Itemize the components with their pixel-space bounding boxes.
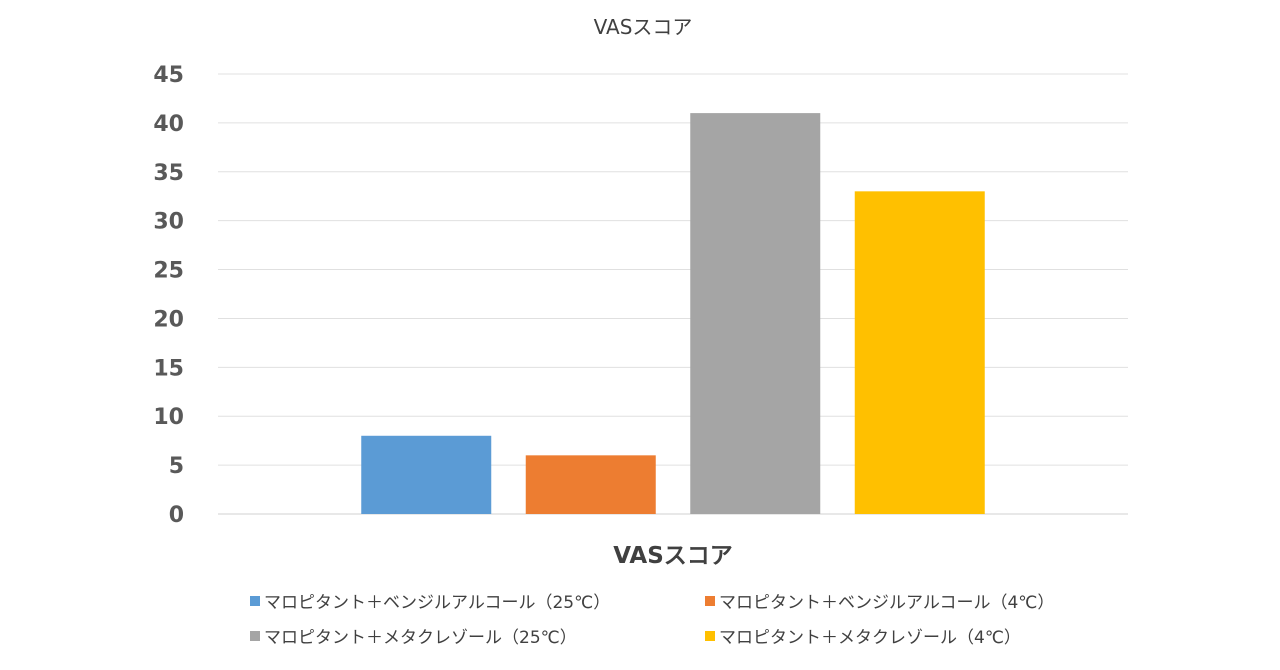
y-tick-label: 30 xyxy=(153,210,184,235)
legend-label: マロピタント＋メタクレゾール（25℃） xyxy=(264,628,577,648)
bar xyxy=(854,191,985,515)
legend-item: マロピタント＋メタクレゾール（4℃） xyxy=(705,623,1150,648)
y-tick-label: 10 xyxy=(153,405,184,430)
legend-item: マロピタント＋ベンジルアルコール（4℃） xyxy=(705,588,1150,613)
y-tick-label: 5 xyxy=(169,454,184,479)
legend-swatch xyxy=(705,630,715,641)
legend-label: マロピタント＋メタクレゾール（4℃） xyxy=(719,628,1021,648)
legend-label: マロピタント＋ベンジルアルコール（4℃） xyxy=(719,593,1055,613)
y-tick-label: 40 xyxy=(153,112,184,137)
bar xyxy=(690,113,821,514)
legend-swatch xyxy=(705,595,715,606)
bar xyxy=(361,435,492,514)
x-axis-label: VASスコア xyxy=(613,543,733,569)
legend-swatch xyxy=(250,595,260,606)
legend-label: マロピタント＋ベンジルアルコール（25℃） xyxy=(264,593,611,613)
y-tick-label: 25 xyxy=(153,259,184,284)
y-tick-label: 45 xyxy=(153,63,184,88)
legend-item: マロピタント＋メタクレゾール（25℃） xyxy=(250,623,705,648)
legend: マロピタント＋ベンジルアルコール（25℃） マロピタント＋ベンジルアルコール（4… xyxy=(250,588,1150,648)
chart-title: VASスコア xyxy=(594,15,693,39)
y-tick-label: 15 xyxy=(153,356,184,381)
y-tick-label: 20 xyxy=(153,307,184,332)
y-tick-label: 35 xyxy=(153,161,184,186)
legend-swatch xyxy=(250,630,260,641)
bar xyxy=(525,455,656,514)
legend-item: マロピタント＋ベンジルアルコール（25℃） xyxy=(250,588,705,613)
y-tick-label: 0 xyxy=(169,503,184,528)
